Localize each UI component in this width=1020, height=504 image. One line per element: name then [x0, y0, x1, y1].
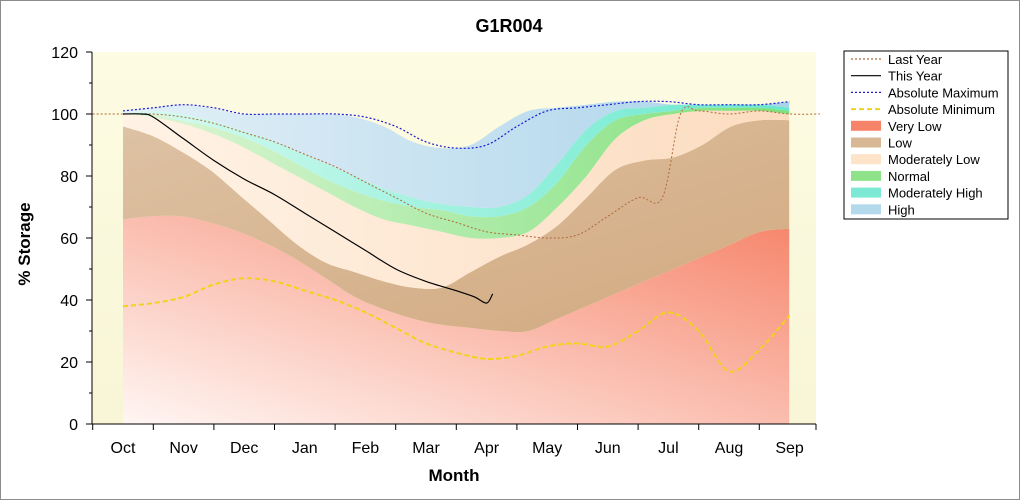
y-axis-title: % Storage [15, 202, 34, 285]
line-last-year [92, 106, 820, 239]
y-tick-label: 80 [60, 169, 78, 186]
x-tick-label: May [532, 440, 562, 457]
legend-swatch-high [851, 204, 881, 215]
legend-label: Last Year [888, 52, 943, 67]
band-moderately-low [123, 110, 790, 290]
y-tick-label: 60 [60, 231, 78, 248]
legend-label: High [888, 202, 915, 217]
x-tick-label: Jul [658, 440, 678, 457]
x-axis-title: Month [429, 466, 480, 485]
legend-swatch-moderately-low [851, 154, 881, 165]
legend-label: Normal [888, 169, 930, 184]
legend-label: Moderately High [888, 186, 983, 201]
x-tick-label: Aug [715, 440, 743, 457]
x-tick-label: Apr [474, 440, 500, 457]
y-tick-label: 120 [51, 45, 78, 62]
legend-label: Absolute Minimum [888, 102, 995, 117]
x-tick-label: Sep [775, 440, 804, 457]
line-absolute-maximum [122, 100, 790, 149]
band-high [123, 101, 790, 209]
legend-label: Absolute Maximum [888, 85, 999, 100]
line-absolute-minimum [122, 277, 791, 373]
x-tick-label: Nov [169, 440, 197, 457]
legend-label: Moderately Low [888, 152, 980, 167]
legend-label: This Year [888, 69, 943, 84]
band-very-low [123, 215, 790, 424]
legend-swatch-low [851, 137, 881, 148]
line-this-year [122, 113, 494, 304]
band-moderately-high [123, 104, 790, 218]
y-tick-label: 100 [51, 107, 78, 124]
x-tick-label: Oct [111, 440, 136, 457]
x-tick-label: Jan [292, 440, 318, 457]
chart-title: G1R004 [475, 16, 542, 36]
y-tick-label: 40 [60, 293, 78, 310]
legend-label: Low [888, 136, 912, 151]
legend-swatch-very-low [851, 120, 881, 131]
x-tick-label: Feb [352, 440, 380, 457]
legend-label: Very Low [888, 119, 942, 134]
y-tick-label: 20 [60, 355, 78, 372]
legend-swatch-normal [851, 170, 881, 181]
y-tick-label: 0 [69, 417, 78, 434]
x-tick-label: Dec [230, 440, 258, 457]
x-tick-label: Jun [595, 440, 621, 457]
legend-swatch-moderately-high [851, 187, 881, 198]
x-tick-label: Mar [412, 440, 440, 457]
band-low [123, 119, 790, 333]
